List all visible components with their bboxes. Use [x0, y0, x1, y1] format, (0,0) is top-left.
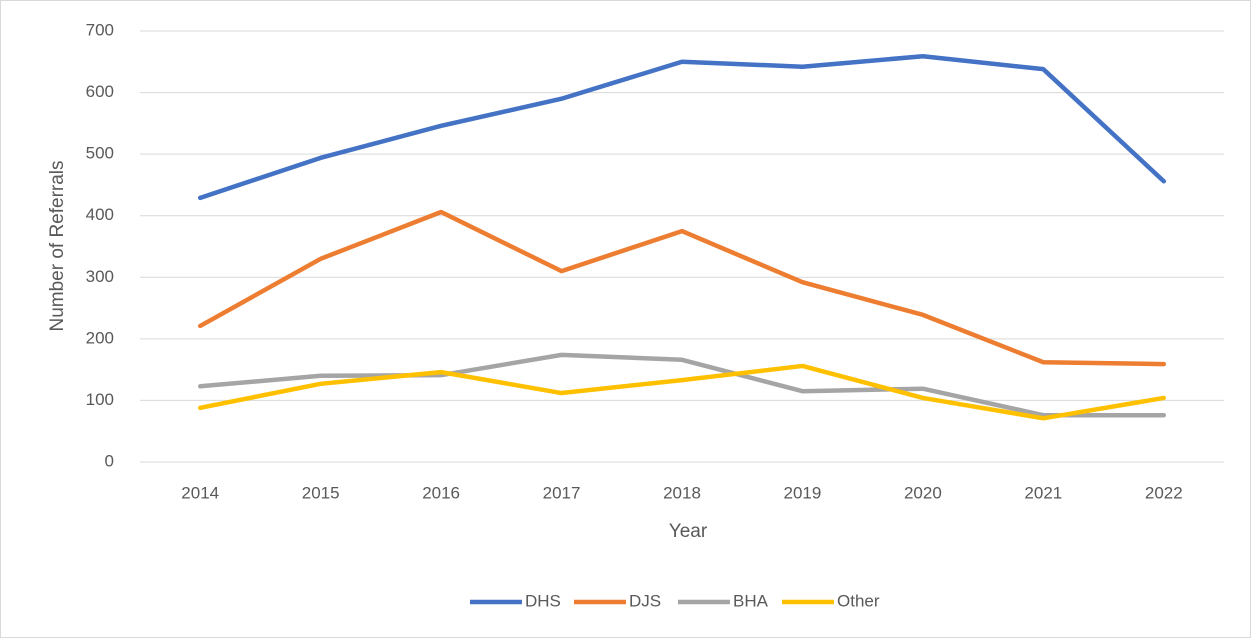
x-tick-label: 2019 [784, 483, 822, 502]
y-tick-label: 200 [86, 328, 114, 347]
y-tick-label: 300 [86, 267, 114, 286]
series-line [197, 209, 1167, 367]
legend-label: Other [837, 591, 880, 610]
series-line [197, 363, 1167, 421]
y-tick-label: 700 [86, 20, 114, 39]
x-tick-label: 2014 [181, 483, 219, 502]
y-tick-label: 0 [105, 451, 114, 470]
series-line [197, 53, 1167, 201]
series-line [197, 352, 1167, 418]
y-tick-label: 500 [86, 144, 114, 163]
legend-label: DHS [525, 591, 561, 610]
y-axis-title: Number of Referrals [47, 160, 68, 331]
y-tick-label: 600 [86, 82, 114, 101]
y-tick-label: 100 [86, 390, 114, 409]
x-tick-label: 2017 [543, 483, 581, 502]
y-tick-label: 400 [86, 205, 114, 224]
legend-label: BHA [733, 591, 769, 610]
x-tick-label: 2015 [302, 483, 340, 502]
x-tick-label: 2016 [422, 483, 460, 502]
x-tick-label: 2021 [1024, 483, 1062, 502]
x-tick-label: 2022 [1145, 483, 1183, 502]
x-tick-label: 2020 [904, 483, 942, 502]
x-tick-label: 2018 [663, 483, 701, 502]
legend-label: DJS [629, 591, 661, 610]
x-axis-title: Year [669, 521, 708, 542]
